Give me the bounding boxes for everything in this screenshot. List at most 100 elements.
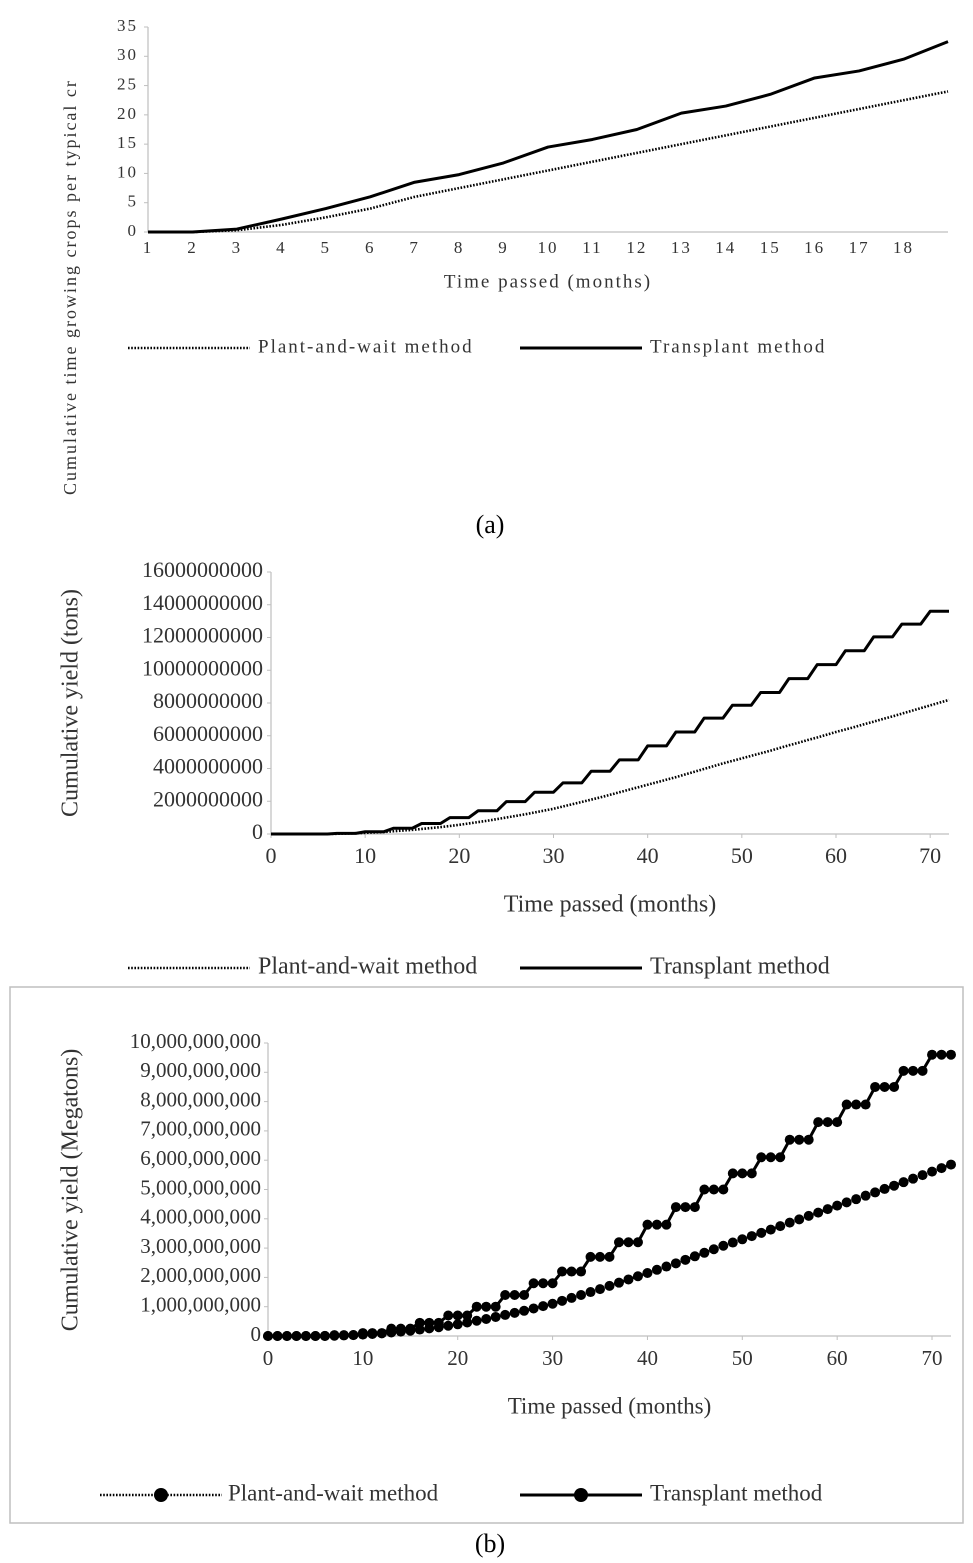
x-tick-label: 70	[922, 1346, 943, 1370]
y-tick-label: 0	[128, 221, 139, 240]
y-axis-title: Cumulative yield (tons)	[58, 589, 84, 817]
series-marker	[670, 1202, 681, 1213]
y-tick-label: 0	[252, 819, 263, 844]
series-marker	[908, 1065, 919, 1076]
series-marker	[775, 1152, 786, 1163]
series-marker	[595, 1251, 606, 1262]
series-marker	[879, 1081, 890, 1092]
series-marker	[528, 1278, 539, 1289]
y-tick-label: 4000000000	[153, 754, 263, 779]
series-marker	[898, 1065, 909, 1076]
y-tick-label: 5,000,000,000	[140, 1175, 261, 1199]
series-marker	[452, 1310, 463, 1321]
series-marker	[718, 1184, 729, 1195]
series-marker	[651, 1219, 662, 1230]
series-marker	[291, 1331, 302, 1341]
series-marker	[310, 1331, 321, 1341]
x-tick-label: 0	[263, 1346, 274, 1370]
legend-label: Transplant method	[650, 336, 826, 357]
series-marker	[500, 1309, 511, 1320]
series-marker	[604, 1280, 615, 1291]
y-tick-label: 2,000,000,000	[140, 1263, 261, 1287]
series-marker	[519, 1305, 530, 1316]
series-line	[268, 1163, 952, 1338]
series-marker	[642, 1268, 653, 1279]
series-line	[268, 1053, 951, 1338]
x-tick-label: 8	[454, 238, 465, 257]
series-marker	[509, 1289, 520, 1300]
series-marker	[471, 1301, 482, 1312]
series-marker	[547, 1278, 558, 1289]
x-tick-label: 30	[542, 1346, 563, 1370]
series-marker	[822, 1117, 833, 1128]
series-marker	[623, 1237, 634, 1248]
y-tick-label: 25	[117, 74, 138, 93]
y-axis-title: Cumulative time growing crops per typica…	[60, 79, 80, 495]
x-tick-label: 50	[732, 1346, 753, 1370]
series-marker	[794, 1134, 805, 1145]
series-marker	[490, 1301, 501, 1312]
series-marker	[689, 1202, 700, 1213]
x-tick-label: 15	[760, 238, 781, 257]
y-tick-label: 14000000000	[142, 590, 263, 615]
series-marker	[756, 1227, 767, 1238]
series-marker	[689, 1251, 700, 1262]
x-tick-label: 17	[849, 238, 870, 257]
y-tick-label: 10,000,000,000	[130, 1029, 261, 1053]
series-marker	[841, 1197, 852, 1208]
series-marker	[557, 1266, 568, 1277]
series-marker	[395, 1323, 406, 1334]
series-marker	[538, 1278, 549, 1289]
series-marker	[917, 1065, 928, 1076]
x-tick-label: 5	[321, 238, 332, 257]
series-marker	[509, 1307, 520, 1318]
y-tick-label: 9,000,000,000	[140, 1058, 261, 1082]
y-tick-label: 4,000,000,000	[140, 1205, 261, 1229]
series-marker	[281, 1331, 292, 1341]
series-marker	[632, 1237, 643, 1248]
y-tick-label: 10	[117, 162, 138, 181]
series-marker	[737, 1168, 748, 1179]
legend-label: Transplant method	[650, 954, 830, 980]
series-line	[148, 40, 949, 234]
y-tick-label: 8000000000	[153, 688, 263, 713]
series-marker	[889, 1081, 900, 1092]
series-marker	[424, 1317, 435, 1328]
series-marker	[462, 1317, 473, 1328]
series-marker	[917, 1170, 928, 1181]
y-tick-label: 6,000,000,000	[140, 1146, 261, 1170]
series-marker	[585, 1251, 596, 1262]
series-marker	[746, 1231, 757, 1242]
series-marker	[642, 1219, 653, 1230]
series-marker	[319, 1331, 330, 1341]
x-tick-label: 20	[448, 843, 470, 868]
series-marker	[756, 1152, 767, 1163]
series-marker	[936, 1049, 947, 1060]
y-axis-title: Cumulative yield (Megatons)	[58, 1049, 84, 1332]
series-marker	[613, 1237, 624, 1248]
series-marker	[632, 1271, 643, 1282]
series-marker	[832, 1117, 843, 1128]
series-marker	[775, 1221, 786, 1232]
y-tick-label: 30	[117, 45, 138, 64]
series-marker	[870, 1187, 881, 1198]
y-tick-label: 2000000000	[153, 786, 263, 811]
x-tick-label: 18	[893, 238, 914, 257]
series-marker	[538, 1301, 549, 1312]
x-axis-title: Time passed (months)	[508, 1393, 712, 1418]
caption: (b)	[475, 1529, 505, 1558]
x-tick-label: 6	[365, 238, 376, 257]
x-tick-label: 16	[804, 238, 825, 257]
x-tick-label: 40	[637, 843, 659, 868]
series-marker	[443, 1320, 454, 1331]
y-tick-label: 5	[128, 192, 139, 211]
legend-label: Plant-and-wait method	[258, 954, 477, 980]
series-marker	[272, 1331, 283, 1341]
series-marker	[860, 1099, 871, 1110]
series-marker	[889, 1180, 900, 1191]
series-marker	[566, 1292, 577, 1303]
series-marker	[433, 1317, 444, 1328]
series-marker	[803, 1134, 814, 1145]
series-marker	[651, 1264, 662, 1275]
